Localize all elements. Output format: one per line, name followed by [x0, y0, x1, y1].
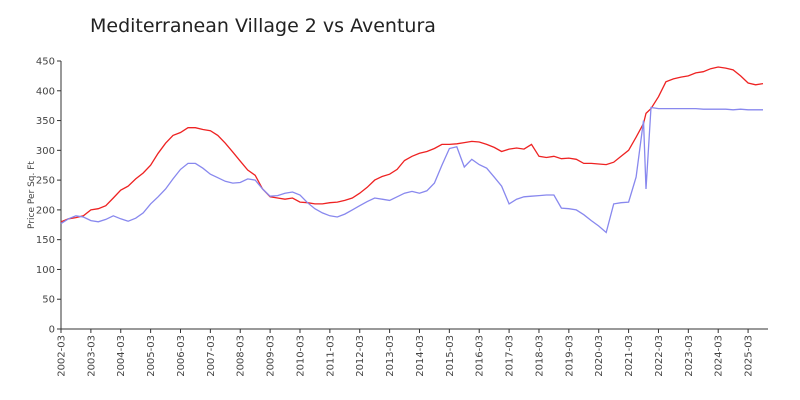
y-tick-label: 200 [36, 205, 55, 216]
x-tick-label: 2021-03 [624, 335, 635, 377]
y-tick-label: 350 [36, 116, 55, 127]
x-tick-label: 2025-03 [744, 335, 755, 377]
y-tick-label: 450 [36, 57, 55, 68]
x-tick-label: 2009-03 [266, 335, 277, 377]
x-tick-label: 2012-03 [355, 335, 366, 377]
x-tick-label: 2017-03 [505, 335, 516, 377]
y-axis-label: Price Per Sq. Ft [27, 161, 37, 229]
x-tick-label: 2002-03 [57, 335, 68, 377]
x-tick-label: 2016-03 [475, 335, 486, 377]
chart-title: Mediterranean Village 2 vs Aventura [90, 15, 436, 37]
x-tick-label: 2018-03 [534, 335, 545, 377]
x-tick-label: 2003-03 [86, 335, 97, 377]
y-tick-label: 250 [36, 176, 55, 187]
series-line [60, 66, 764, 223]
x-tick-label: 2007-03 [206, 335, 217, 377]
x-tick-label: 2023-03 [684, 335, 695, 377]
y-tick-label: 400 [36, 86, 55, 97]
x-tick-label: 2014-03 [415, 335, 426, 377]
x-tick-label: 2004-03 [116, 335, 127, 377]
y-tick-label: 0 [49, 325, 55, 336]
series-line [60, 106, 763, 234]
x-tick-label: 2013-03 [385, 335, 396, 377]
x-tick-label: 2010-03 [295, 335, 306, 377]
x-tick-label: 2015-03 [445, 335, 456, 377]
x-tick-label: 2006-03 [176, 335, 187, 377]
x-tick-label: 2005-03 [146, 335, 157, 377]
x-tick-label: 2020-03 [594, 335, 605, 377]
y-tick-label: 300 [36, 146, 55, 157]
x-tick-label: 2024-03 [714, 335, 725, 377]
y-tick-label: 50 [42, 295, 55, 306]
y-tick-label: 100 [36, 265, 55, 276]
x-tick-label: 2022-03 [654, 335, 665, 377]
y-tick-label: 150 [36, 235, 55, 246]
x-tick-label: 2011-03 [325, 335, 336, 377]
x-tick-label: 2008-03 [236, 335, 247, 377]
x-tick-label: 2019-03 [564, 335, 575, 377]
